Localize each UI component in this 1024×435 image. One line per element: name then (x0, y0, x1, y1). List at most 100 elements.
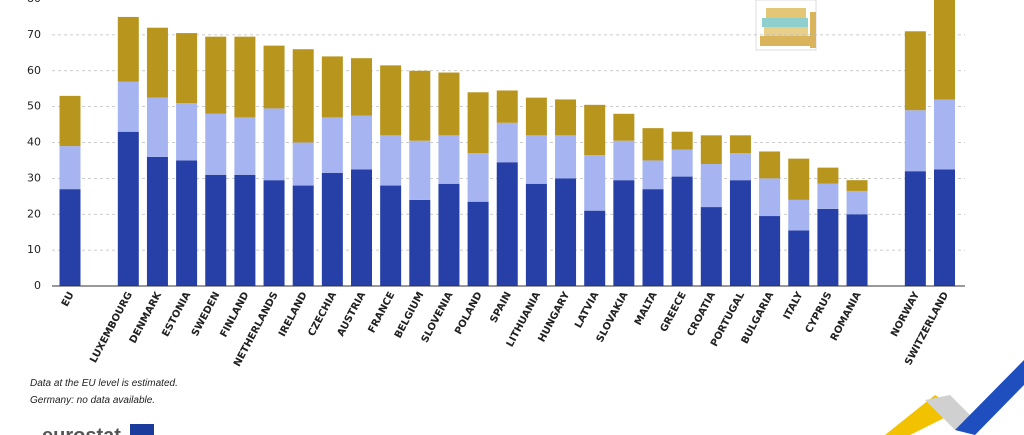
bar-segment (555, 135, 577, 179)
bar-segment (467, 92, 489, 154)
x-tick-label: IRELAND (277, 290, 310, 338)
y-tick-label: 50 (27, 100, 41, 113)
y-tick-label: 70 (27, 28, 41, 41)
y-tick-label: 80 (27, 0, 41, 5)
x-tick-label: SLOVENIA (420, 290, 456, 345)
bar-segment (205, 174, 227, 286)
bar-segment (555, 99, 577, 136)
bar-segment (59, 189, 81, 286)
y-tick-label: 40 (27, 136, 41, 149)
bar-segment (729, 135, 751, 154)
bar-segment (584, 104, 606, 156)
bar-segment (263, 108, 285, 181)
bar-segment (846, 180, 868, 191)
bar-segment (59, 95, 81, 147)
bar-segment (555, 178, 577, 286)
x-tick-label: CROATIA (685, 290, 718, 338)
bar-segment (759, 216, 781, 286)
bar-segment (817, 167, 839, 184)
book (760, 36, 812, 46)
bar-segment (496, 90, 518, 123)
x-tick-label: SWEDEN (190, 290, 223, 338)
bar-segment (642, 160, 664, 190)
bar-segment (700, 164, 722, 208)
footnote: Data at the EU level is estimated. (30, 378, 178, 389)
y-tick-label: 10 (27, 243, 41, 256)
x-tick-label: SLOVAKIA (595, 290, 631, 344)
bar-segment (759, 151, 781, 179)
bar-segment (321, 117, 343, 173)
book (762, 18, 808, 27)
bar-segment (613, 113, 635, 141)
bar-segment (351, 58, 372, 116)
bar-segment (729, 153, 751, 181)
bar-segment (817, 208, 839, 286)
bar-segment (846, 190, 868, 215)
bar-segment (59, 146, 81, 190)
bar-segment (176, 160, 198, 286)
bar-segment (380, 135, 402, 186)
x-tick-label: GREECE (659, 290, 689, 334)
bar-segment (438, 72, 460, 136)
eu-flag (130, 424, 154, 435)
bar-segment (671, 149, 693, 177)
bar-segment (380, 185, 402, 286)
book (766, 8, 806, 18)
bar-segment (642, 128, 664, 161)
bar-segment (117, 131, 139, 286)
bar-segment (146, 97, 168, 157)
bar-segment (642, 189, 664, 286)
bar-segment (525, 97, 547, 136)
y-tick-label: 20 (27, 207, 41, 220)
logo-stripe (925, 395, 975, 430)
bar-segment (467, 153, 489, 202)
bar-segment (671, 176, 693, 286)
bar-segment (788, 199, 810, 231)
x-tick-label: CZECHIA (306, 290, 339, 338)
x-tick-label: EU (60, 290, 77, 308)
bar-segment (146, 156, 168, 286)
x-tick-label: LUXEMBOURG (88, 290, 135, 365)
bar-segment (904, 31, 926, 111)
bar-segment (409, 140, 431, 200)
footnote: Germany: no data available. (30, 395, 155, 406)
bar-segment (205, 36, 227, 114)
bar-segment (788, 230, 810, 286)
bar-segment (351, 115, 372, 170)
bar-segment (205, 113, 227, 175)
bar-segment (671, 131, 693, 150)
logo-text: eurostat (42, 425, 121, 435)
bar-segment (584, 155, 606, 211)
book (764, 27, 808, 36)
x-tick-label: MALTA (633, 290, 660, 327)
bar-segment (234, 36, 256, 118)
corner-logo (885, 360, 1024, 435)
y-tick-label: 0 (34, 279, 41, 292)
bar-segment (380, 65, 402, 136)
bar-segment (525, 135, 547, 184)
x-tick-label: FINLAND (219, 290, 252, 339)
x-tick-label: CYPRUS (804, 290, 835, 335)
bar-segment (438, 135, 460, 184)
bar-segment (292, 185, 314, 286)
books-icon (755, 0, 817, 51)
bar-segment (176, 103, 198, 161)
x-tick-label: LATVIA (573, 290, 601, 330)
bar-segment (846, 214, 868, 286)
bar-segment (263, 180, 285, 286)
bar-segment (176, 33, 198, 104)
bar-segment (817, 183, 839, 209)
bar-segment (117, 16, 139, 82)
bar-segment (263, 45, 285, 109)
bar-segment (117, 81, 139, 132)
x-tick-label: NORWAY (889, 290, 922, 339)
bar-segment (292, 49, 314, 143)
x-tick-label: FRANCE (367, 290, 398, 335)
bar-segment (934, 0, 955, 100)
x-tick-label: ESTONIA (160, 290, 193, 339)
bar-segment (904, 171, 926, 286)
bar-segment (613, 180, 635, 286)
bar-segment (234, 174, 256, 286)
bar-segment (234, 117, 256, 175)
